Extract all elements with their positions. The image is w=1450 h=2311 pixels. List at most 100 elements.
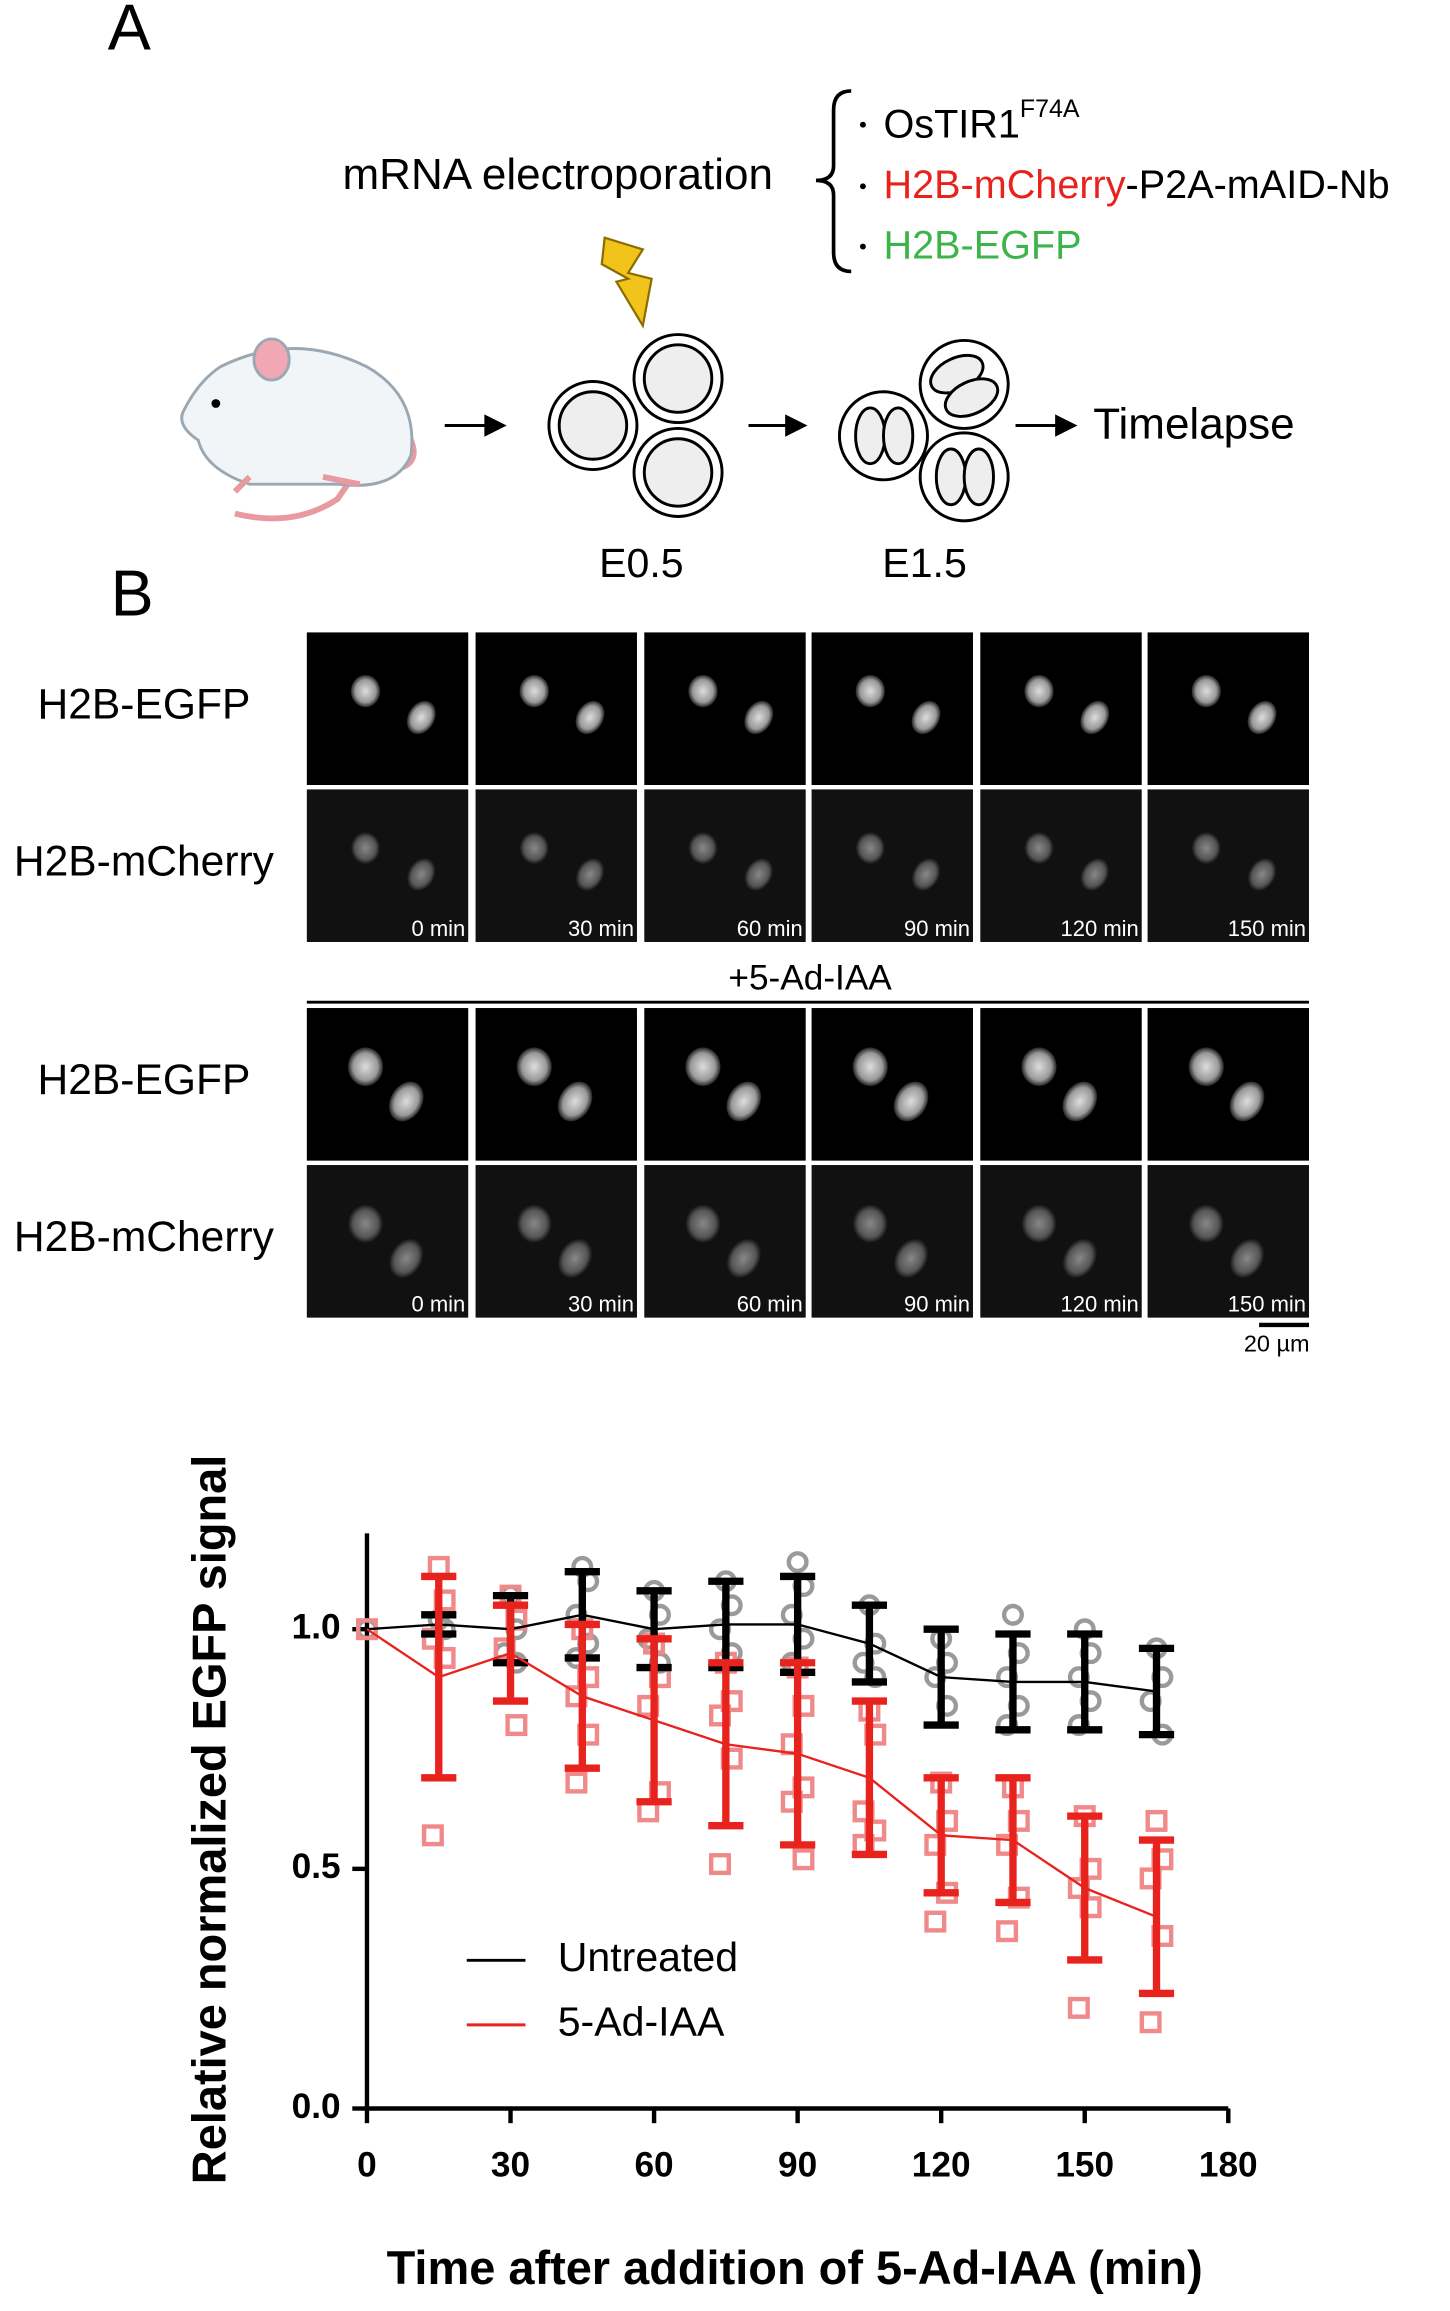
readout-label: Timelapse	[1093, 400, 1294, 449]
micrograph	[306, 789, 469, 943]
time-label: 60 min	[737, 916, 803, 941]
time-label: 30 min	[568, 1292, 634, 1317]
micrograph	[475, 1165, 637, 1318]
legend-label: Untreated	[558, 1934, 738, 1980]
micrograph	[811, 1165, 973, 1318]
error-bar	[780, 1659, 816, 1849]
error-bar	[851, 1697, 888, 1859]
nucleus	[557, 1238, 593, 1279]
data-point	[924, 1910, 947, 1933]
nucleus	[855, 831, 885, 865]
stage-label: E1.5	[882, 540, 967, 586]
data-point	[421, 1824, 444, 1847]
time-label: 150 min	[1228, 1292, 1306, 1317]
nucleus	[1229, 1238, 1265, 1279]
nucleus	[1024, 674, 1054, 708]
time-label: 120 min	[1060, 1292, 1138, 1317]
construct: H2B-mCherry-P2A-mAID-Nb	[883, 163, 1389, 207]
micrograph	[1147, 789, 1309, 943]
error-bar	[492, 1601, 529, 1705]
micrograph	[475, 789, 637, 943]
nucleus	[744, 700, 774, 735]
micrograph	[306, 1008, 469, 1161]
construct-name: OsTIR1	[883, 103, 1019, 147]
nucleus	[1247, 857, 1277, 892]
x-tick-label: 180	[1199, 2146, 1258, 2185]
arrows	[444, 414, 1078, 437]
nucleus	[1247, 700, 1277, 735]
construct-list: OsTIR1F74A H2B-mCherry-P2A-mAID-Nb H2B-E…	[859, 95, 1390, 267]
time-label: 90 min	[904, 1292, 970, 1317]
nucleus	[557, 1081, 593, 1122]
nucleus	[406, 857, 436, 892]
nucleus	[685, 1204, 721, 1244]
nucleus	[1021, 1047, 1057, 1087]
error-bar	[995, 1774, 1031, 1907]
micrograph	[811, 789, 973, 943]
nucleus	[1080, 857, 1110, 892]
error-bar	[1067, 1630, 1103, 1734]
row-label: H2B-EGFP	[38, 1056, 251, 1104]
nucleus	[1229, 1081, 1265, 1122]
error-bar	[851, 1601, 888, 1686]
data-point	[708, 1853, 731, 1876]
nucleus	[852, 1204, 888, 1244]
nucleus	[911, 857, 941, 892]
nucleus	[852, 1047, 888, 1087]
superscript: F74A	[1020, 95, 1080, 123]
micrograph	[475, 632, 637, 786]
y-tick-label: 1.0	[292, 1607, 341, 1646]
time-label: 60 min	[737, 1292, 803, 1317]
data-point	[1139, 2011, 1162, 2034]
error-bar	[1138, 1836, 1175, 1998]
zygotes	[547, 333, 724, 518]
nucleus	[1021, 1204, 1057, 1244]
error-bar	[1138, 1644, 1175, 1739]
nucleus	[893, 1238, 929, 1279]
x-axis-title: Time after addition of 5-Ad-IAA (min)	[387, 2241, 1203, 2294]
nucleus	[685, 1047, 721, 1087]
mean-line	[366, 1628, 1157, 1918]
panel-label: B	[111, 558, 154, 630]
two-cell-embryos	[837, 338, 1010, 523]
nucleus	[388, 1081, 424, 1122]
nucleus	[350, 674, 381, 708]
row-label: H2B-mCherry	[14, 837, 275, 885]
lightning	[600, 236, 653, 329]
nucleus	[1188, 1047, 1224, 1087]
method-label: mRNA electroporation	[343, 150, 773, 199]
data-point	[1001, 1603, 1024, 1626]
error-bar	[421, 1572, 457, 1782]
nucleus	[388, 1238, 424, 1279]
construct: H2B-EGFP	[883, 223, 1081, 267]
time-label: 30 min	[568, 916, 634, 941]
nucleus	[744, 857, 774, 892]
nucleus	[726, 1081, 762, 1122]
y-axis-title: Relative normalized EGFP signal	[182, 1455, 235, 2185]
nucleus	[406, 700, 436, 735]
nucleus	[1062, 1238, 1098, 1279]
legend-label: 5-Ad-IAA	[558, 1999, 725, 2045]
micrograph	[475, 1008, 637, 1161]
data-point	[1145, 1809, 1168, 1832]
construct-rest: -P2A-mAID-Nb	[1126, 163, 1390, 207]
stage-label: E0.5	[599, 540, 684, 586]
data-point	[792, 1848, 815, 1871]
nucleus	[519, 831, 549, 865]
nucleus	[688, 674, 718, 708]
x-tick-label: 150	[1055, 2146, 1114, 2185]
nucleus	[350, 831, 381, 865]
construct-name: H2B-mCherry	[883, 163, 1125, 207]
treatment-label: +5-Ad-IAA	[728, 958, 892, 997]
row-label: H2B-EGFP	[38, 680, 251, 728]
bullet	[859, 243, 866, 250]
nucleus	[575, 857, 605, 892]
nucleus	[1191, 831, 1221, 865]
micrograph	[644, 632, 806, 786]
error-bar	[636, 1635, 672, 1806]
nucleus	[1024, 831, 1054, 865]
data-point	[996, 1920, 1019, 1943]
data-point	[565, 1771, 588, 1794]
micrograph	[644, 1008, 806, 1161]
micrograph	[811, 632, 973, 786]
